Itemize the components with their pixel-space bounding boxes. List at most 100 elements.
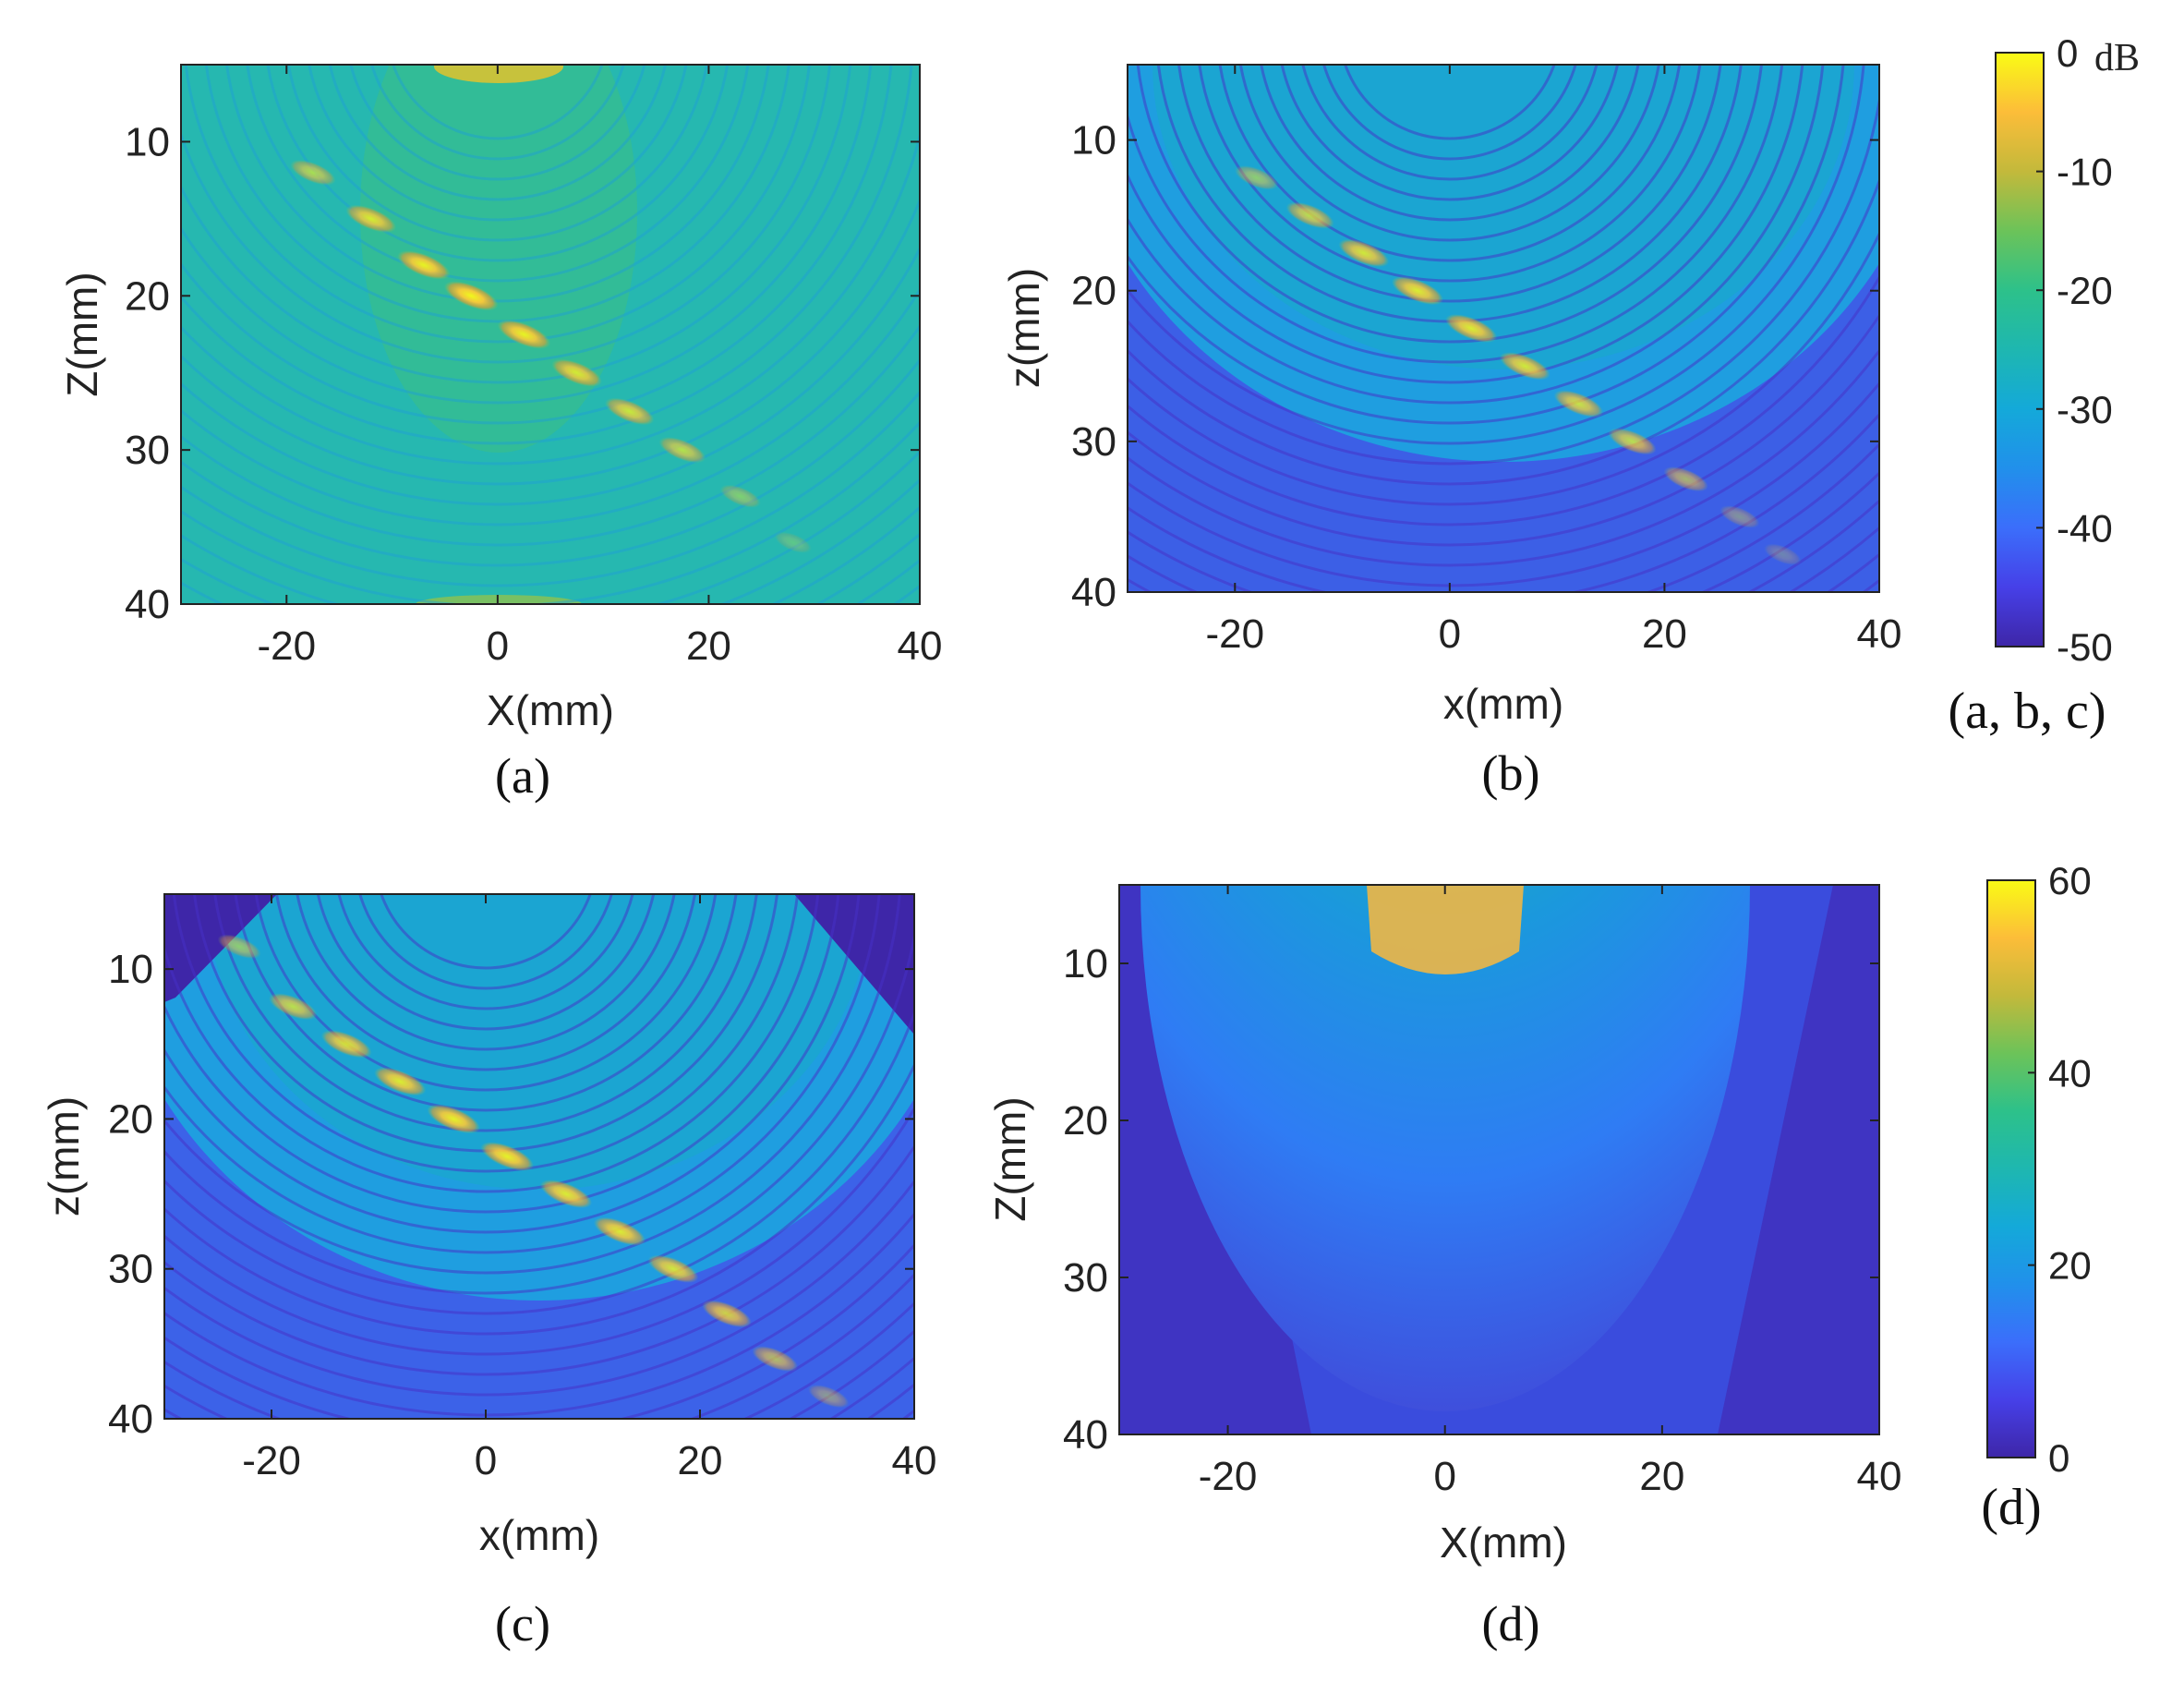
ring-artifact (164, 1144, 914, 1376)
y-tick-label-b: 10 (1071, 118, 1116, 163)
ring-artifact (181, 323, 920, 547)
reflector-point (647, 1254, 699, 1283)
x-tick-label-c: 20 (678, 1438, 723, 1483)
ring-artifact (213, 894, 758, 1132)
reflector-point (774, 531, 813, 553)
colorbar-abc-unit: dB (2094, 37, 2140, 79)
ring-artifact (181, 65, 893, 425)
y-tick-label-c: 30 (108, 1247, 153, 1292)
ring-artifact (181, 390, 920, 587)
reflector-point (1445, 314, 1498, 343)
colorbar-d-label: (d) (1981, 1479, 2041, 1536)
heatmap-a (181, 65, 920, 604)
x-tick-label-b: 40 (1857, 611, 1902, 657)
xlabel-c: x(mm) (479, 1511, 599, 1559)
x-tick-label-b: 0 (1439, 611, 1461, 657)
ring-artifact (181, 286, 920, 526)
ring-artifact (1128, 65, 1825, 405)
ring-artifact (1260, 65, 1640, 222)
reflector-point (374, 1067, 427, 1096)
reflector-point (593, 1216, 646, 1246)
ring-artifact (225, 65, 770, 303)
colorbar-abc: 0 -10 -20 -30 -40 -50 dB (a, b, c) (1948, 31, 2140, 740)
ring-artifact (1280, 65, 1620, 201)
ylabel-b: z(mm) (1000, 268, 1048, 388)
panel-a: -20 0 20 40 10 20 30 40 X(mm) Z(mm) (a) (58, 64, 943, 804)
ylabel-d: Z(mm) (986, 1096, 1034, 1221)
ring-artifact (1128, 65, 1784, 364)
x-tick-label-d: -20 (1199, 1454, 1258, 1499)
ring-artifact (164, 1061, 914, 1336)
y-tick-label-c: 10 (108, 947, 153, 992)
colorbar-tick-label-d: 60 (2048, 859, 2092, 902)
ring-artifact (164, 1009, 914, 1315)
ylabel-a: Z(mm) (58, 272, 106, 396)
xlabel-d: X(mm) (1440, 1519, 1567, 1567)
reflector-point (539, 1180, 593, 1208)
ring-artifact (266, 65, 730, 262)
ring-artifact (349, 65, 646, 181)
colorbar-tick-label-abc: -20 (2057, 269, 2113, 312)
y-tick-label-c: 40 (108, 1397, 153, 1442)
ring-artifact (296, 894, 676, 1051)
y-tick-label-b: 20 (1071, 269, 1116, 314)
x-tick-label-b: 20 (1642, 611, 1687, 657)
colorbar-tick-label-abc: 0 (2057, 31, 2078, 75)
panel-b: -20 0 20 40 10 20 30 40 x(mm) z(mm) (b) (1000, 64, 1902, 801)
x-tick-label-c: 0 (475, 1438, 497, 1483)
ring-artifact (286, 65, 708, 242)
panel-d: -20 0 20 40 10 20 30 40 X(mm) Z(mm) (d) (986, 884, 1902, 1652)
colorbar-tick-label-abc: -50 (2057, 625, 2113, 669)
x-tick-label-a: 0 (487, 623, 509, 669)
reflector-point (497, 320, 551, 349)
y-tick-label-c: 20 (108, 1096, 153, 1142)
ring-artifact (164, 894, 840, 1214)
ring-artifact (1322, 65, 1577, 161)
ring-artifact (164, 894, 901, 1275)
ring-artifact (246, 65, 750, 283)
caption-d: (d) (1482, 1596, 1540, 1652)
reflector-point (217, 934, 261, 959)
xlabel-b: x(mm) (1443, 680, 1563, 728)
ring-artifact (164, 1106, 914, 1356)
panel-c: -20 0 20 40 10 20 30 40 x(mm) z(mm) (c) (40, 893, 936, 1652)
reflector-point (1285, 201, 1334, 229)
ring-artifact (254, 894, 718, 1092)
x-tick-label-a: 40 (898, 623, 943, 669)
y-tick-label-d: 10 (1063, 941, 1108, 986)
ring-artifact (274, 894, 697, 1071)
ring-artifact (172, 894, 800, 1173)
ring-artifact (1128, 91, 1879, 466)
ring-artifact (1128, 274, 1879, 526)
ring-artifact (204, 65, 790, 323)
x-tick-label-a: 20 (686, 623, 731, 669)
ring-artifact (380, 894, 592, 970)
y-tick-label-a: 40 (125, 582, 170, 627)
colorbar-d: 0 20 40 60 (d) (1981, 859, 2091, 1536)
reflector-point (443, 281, 499, 311)
heatmap-c (164, 894, 914, 1419)
ring-artifact (1128, 176, 1879, 486)
ylabel-c: z(mm) (40, 1096, 88, 1216)
ring-artifact (181, 196, 920, 486)
ring-artifact (1177, 65, 1722, 303)
y-tick-label-d: 30 (1063, 1255, 1108, 1301)
ring-artifact (370, 65, 625, 161)
x-tick-label-b: -20 (1205, 611, 1264, 657)
ring-artifact (1238, 65, 1660, 242)
reflector-point (480, 1142, 534, 1171)
x-tick-label-a: -20 (257, 623, 316, 669)
reflector-point (290, 159, 336, 186)
ring-artifact (308, 65, 688, 222)
reflector-point (1338, 238, 1390, 268)
reflector-point (1391, 276, 1444, 306)
colorbar-abc-label: (a, b, c) (1948, 683, 2106, 740)
ring-artifact (181, 129, 920, 466)
reflector-point (702, 1300, 752, 1328)
ring-artifact (164, 1179, 914, 1397)
reflector-point (345, 204, 397, 233)
y-tick-label-b: 40 (1071, 570, 1116, 615)
caption-c: (c) (495, 1596, 550, 1652)
x-tick-label-d: 40 (1857, 1454, 1902, 1499)
reflector-point (1764, 543, 1802, 565)
